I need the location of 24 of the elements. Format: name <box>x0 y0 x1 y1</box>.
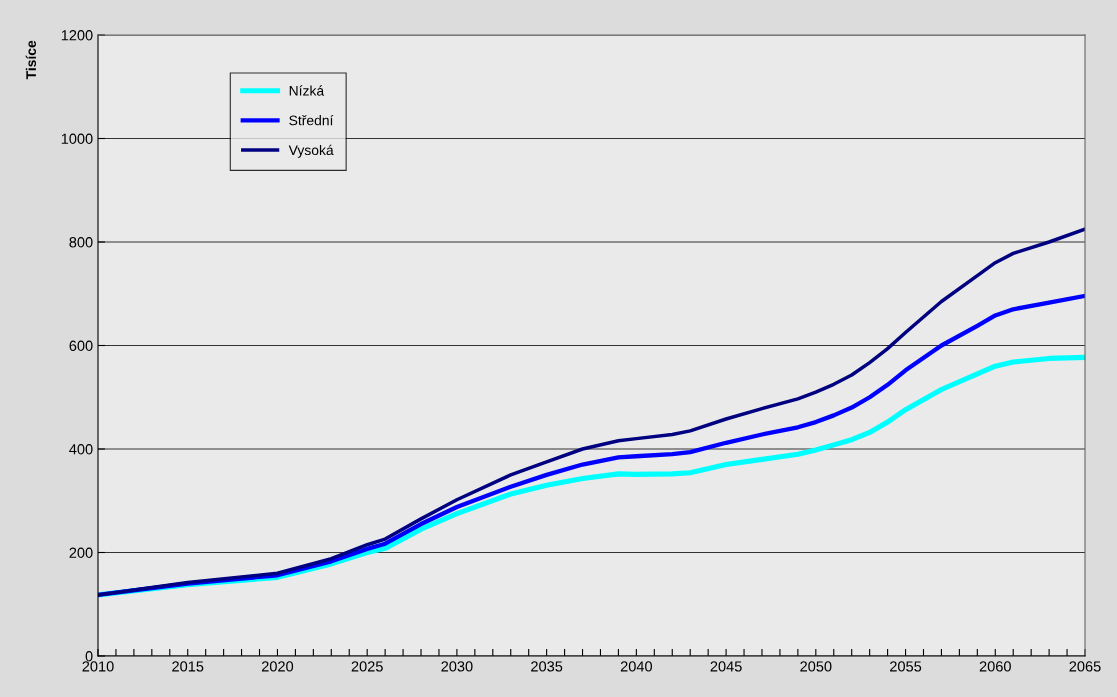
x-tick-label: 2055 <box>890 661 922 672</box>
y-tick-label: 1200 <box>61 30 93 41</box>
x-tick-label: 2025 <box>351 661 383 672</box>
x-tick-label: 2015 <box>172 661 204 672</box>
y-tick-label: 800 <box>69 237 93 248</box>
y-tick-label: 200 <box>69 547 93 558</box>
y-tick-label: 0 <box>85 651 93 662</box>
legend-label: Střední <box>289 114 334 126</box>
line-series <box>98 227 1085 597</box>
legend-label: Nízká <box>289 85 325 96</box>
y-axis-title: Tisíce <box>25 40 37 80</box>
x-tick-label: 2040 <box>620 661 653 672</box>
x-tick-label: 2035 <box>531 661 563 672</box>
y-tick-label: 1000 <box>61 133 93 144</box>
x-tick-label: 2020 <box>261 661 294 672</box>
x-tick-label: 2050 <box>800 661 832 672</box>
y-tick-label: 600 <box>69 340 93 351</box>
legend-label: Vysoká <box>288 144 334 158</box>
x-tick-label: 2060 <box>979 661 1011 672</box>
x-tick-label: 2065 <box>1069 661 1101 672</box>
x-tick-label: 2010 <box>82 661 114 672</box>
x-tick-label: 2030 <box>441 661 473 672</box>
y-tick-label: 400 <box>69 444 93 455</box>
x-tick-label: 2045 <box>710 661 742 672</box>
